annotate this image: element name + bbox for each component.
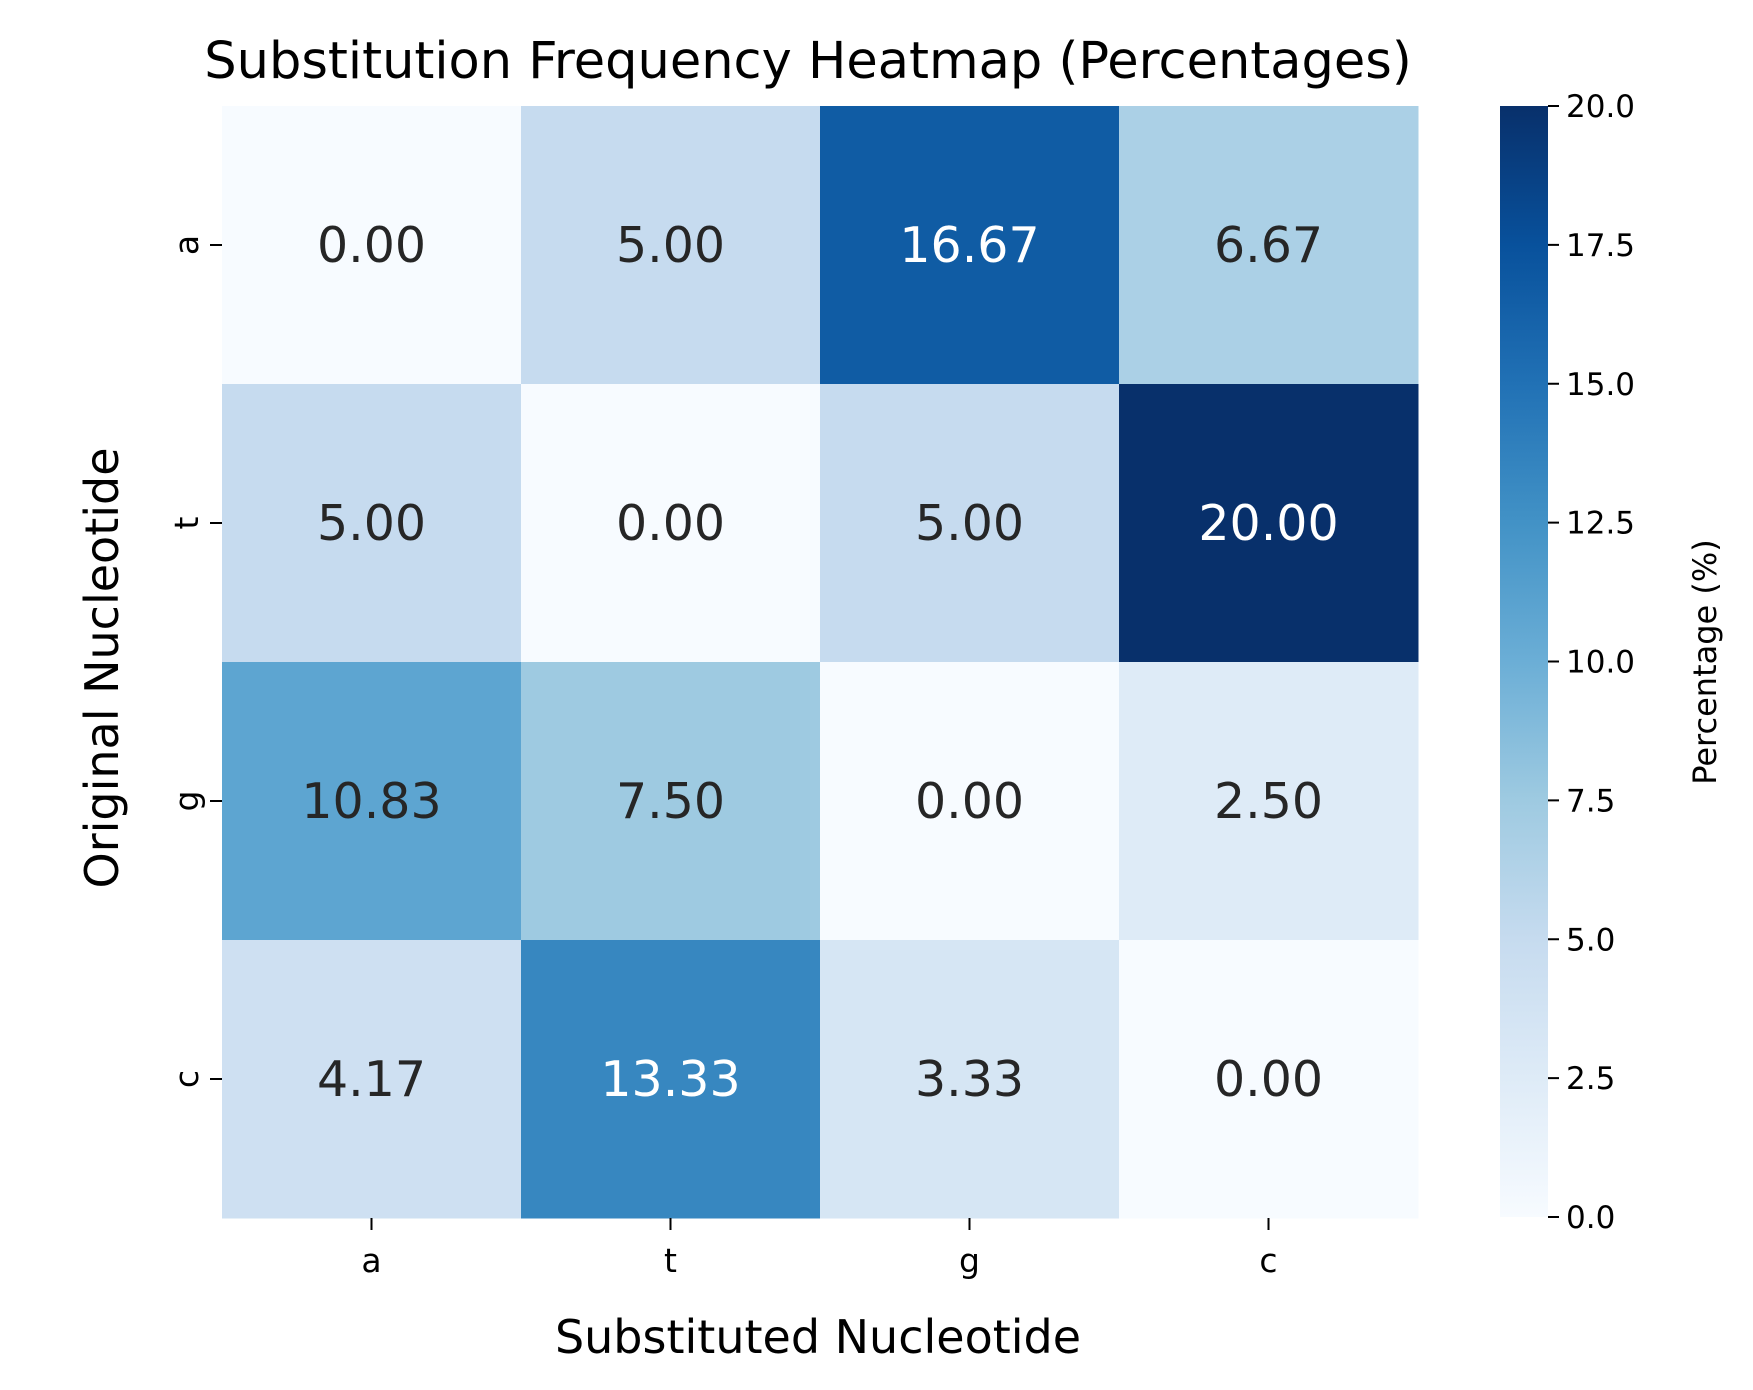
heatmap-cell [820, 384, 1120, 663]
colorbar-tick-label: 12.5 [1566, 506, 1635, 542]
heatmap-cell [521, 384, 821, 663]
heatmap-cells: 0.00 5.00 16.67 6.67 5.00 0.00 5.00 20.00 10.83 7… [222, 106, 1419, 1219]
heatmap-cell [1119, 106, 1419, 385]
colorbar: 0.0 2.5 5.0 7.5 10.0 12.5 15.0 17.5 20.0 Percent… [1500, 89, 1724, 1236]
heatmap-cell [222, 106, 522, 385]
cell-value-label: 3.33 [915, 1051, 1024, 1108]
heatmap-cell [222, 662, 522, 941]
x-tick-label: g [959, 1241, 980, 1280]
heatmap-cell [820, 106, 1120, 385]
y-tick-label: g [167, 791, 206, 812]
colorbar-tick-label: 17.5 [1566, 228, 1635, 264]
heatmap-cell [820, 662, 1120, 941]
cell-value-label: 0.00 [616, 495, 725, 552]
y-tick-label: t [167, 516, 206, 529]
cell-value-label: 0.00 [1214, 1051, 1323, 1108]
colorbar-tick-label: 7.5 [1566, 783, 1615, 819]
heatmap-cell [1119, 384, 1419, 663]
cell-value-label: 7.50 [616, 773, 725, 830]
heatmap-cell [521, 106, 821, 385]
y-axis: a t g c [167, 235, 222, 1088]
y-tick-label: a [167, 235, 206, 255]
heatmap-cell [820, 940, 1120, 1219]
colorbar-tick-label: 0.0 [1566, 1200, 1615, 1236]
colorbar-tick-label: 15.0 [1566, 367, 1635, 403]
cell-value-label: 16.67 [899, 217, 1039, 274]
cell-value-label: 5.00 [915, 495, 1024, 552]
x-tick-label: t [664, 1241, 677, 1280]
colorbar-gradient [1500, 106, 1548, 1217]
y-tick-label: c [167, 1070, 206, 1088]
chart-title: Substitution Frequency Heatmap (Percenta… [204, 32, 1411, 91]
cell-value-label: 5.00 [616, 217, 725, 274]
colorbar-tick-label: 2.5 [1566, 1061, 1615, 1097]
colorbar-ticks: 0.0 2.5 5.0 7.5 10.0 12.5 15.0 17.5 20.0 [1548, 89, 1635, 1236]
colorbar-tick-label: 5.0 [1566, 922, 1615, 958]
heatmap-cell [222, 940, 522, 1219]
cell-value-label: 0.00 [317, 217, 426, 274]
cell-value-label: 0.00 [915, 773, 1024, 830]
y-axis-label: Original Nucleotide [75, 447, 129, 888]
x-tick-label: c [1259, 1241, 1277, 1280]
heatmap-cell [1119, 662, 1419, 941]
heatmap-cell [521, 662, 821, 941]
cell-value-label: 6.67 [1214, 217, 1323, 274]
cell-value-label: 20.00 [1198, 495, 1338, 552]
cell-value-label: 4.17 [317, 1051, 426, 1108]
x-axis-label: Substituted Nucleotide [555, 1310, 1081, 1364]
colorbar-tick-label: 20.0 [1566, 89, 1635, 125]
cell-value-label: 10.83 [301, 773, 441, 830]
x-tick-label: a [361, 1241, 381, 1280]
colorbar-tick-label: 10.0 [1566, 645, 1635, 681]
cell-value-label: 2.50 [1214, 773, 1323, 830]
heatmap-cell [222, 384, 522, 663]
cell-value-label: 5.00 [317, 495, 426, 552]
cell-value-label: 13.33 [600, 1051, 740, 1108]
heatmap-cell [1119, 940, 1419, 1219]
heatmap-cell [521, 940, 821, 1219]
colorbar-label: Percentage (%) [1686, 539, 1724, 785]
